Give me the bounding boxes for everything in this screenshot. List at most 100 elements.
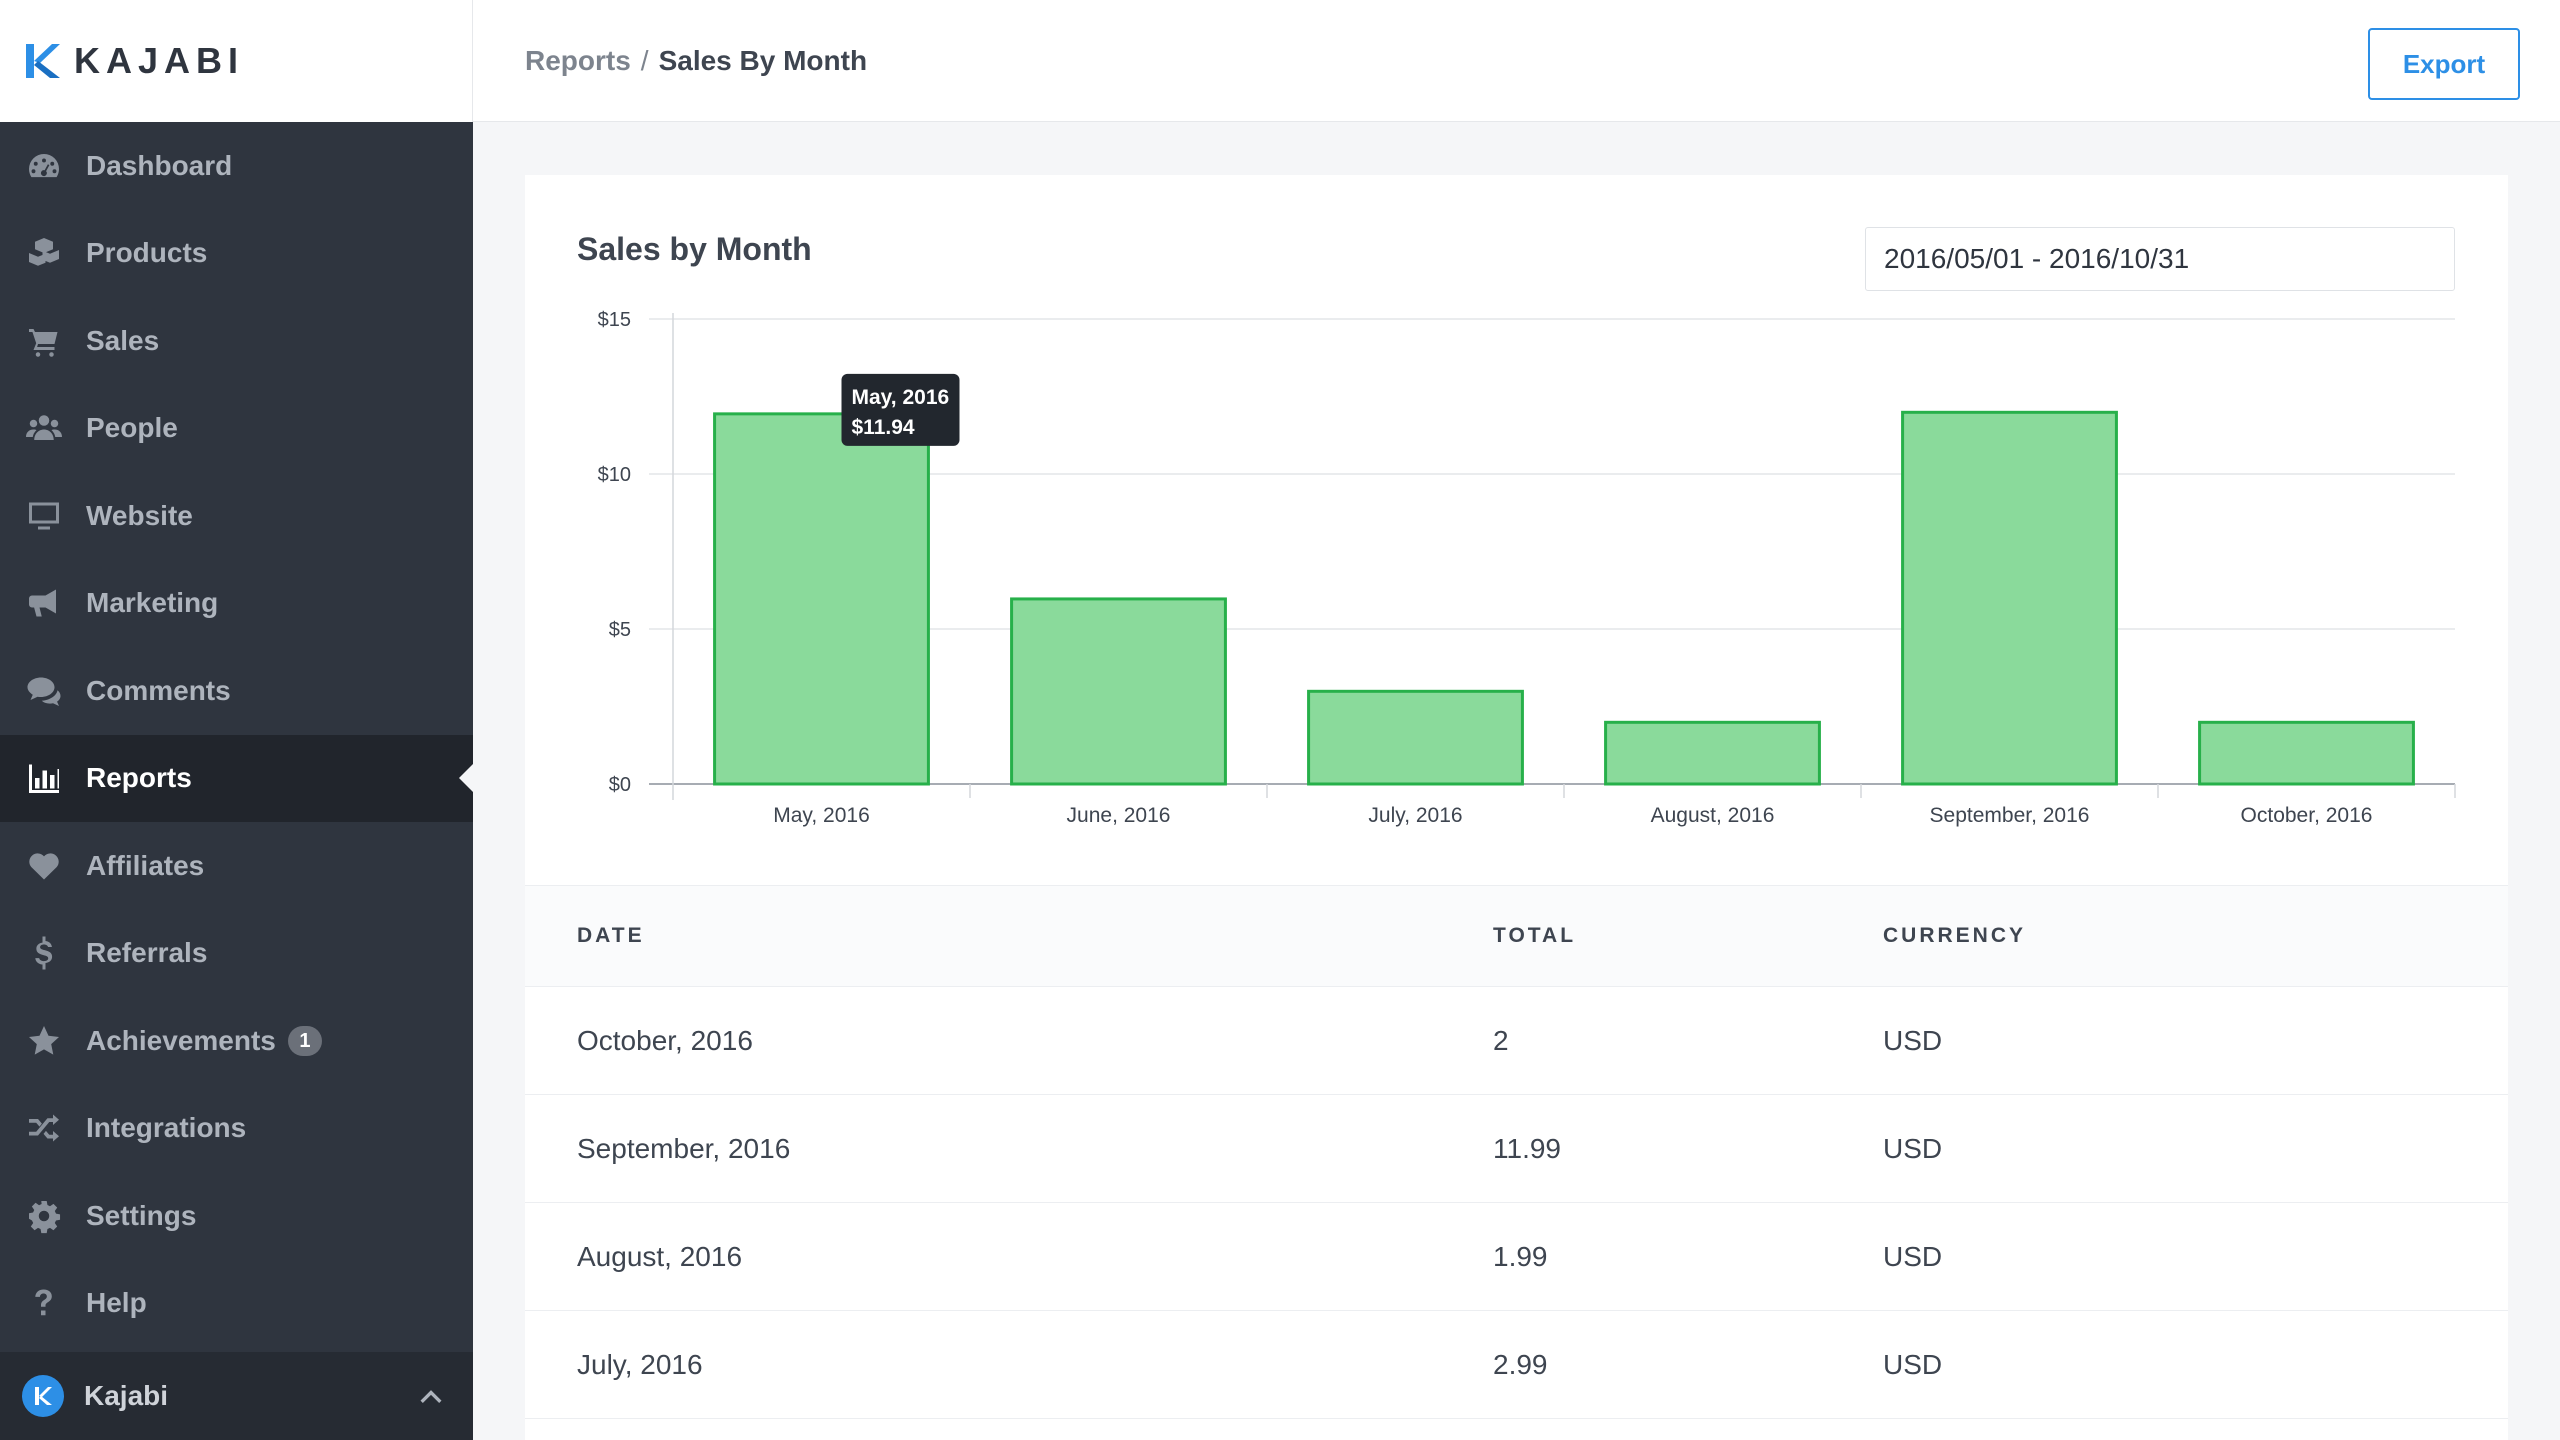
- gear-icon: [24, 1196, 64, 1236]
- chart-bar: [713, 412, 930, 786]
- people-icon: [24, 408, 64, 448]
- star-icon: [24, 1021, 64, 1061]
- sidebar-item-sales[interactable]: Sales: [0, 297, 473, 385]
- monitor-icon: [24, 496, 64, 536]
- logo[interactable]: KAJABI: [0, 0, 473, 122]
- y-tick-label: $10: [598, 464, 631, 486]
- sidebar-item-label: Products: [86, 237, 208, 269]
- sidebar-item-referrals[interactable]: Referrals: [0, 910, 473, 998]
- account-name: Kajabi: [84, 1380, 169, 1411]
- cell-currency: USD: [1883, 1348, 1943, 1380]
- dollar-icon: [24, 933, 64, 973]
- products-icon: [24, 233, 64, 273]
- sidebar-item-comments[interactable]: Comments: [0, 647, 473, 735]
- achievements-count-badge: 1: [287, 1025, 322, 1056]
- sidebar-item-achievements[interactable]: Achievements 1: [0, 997, 473, 1085]
- date-range-picker[interactable]: 2016/05/01 - 2016/10/31: [1865, 227, 2455, 291]
- export-button[interactable]: Export: [2368, 28, 2520, 100]
- column-header-currency[interactable]: CURRENCY: [1883, 924, 2027, 947]
- sidebar-item-label: Affiliates: [86, 849, 205, 881]
- sidebar: KAJABI Dashboard Products Sales People W…: [0, 0, 473, 1440]
- x-tick-label: June, 2016: [1067, 804, 1171, 827]
- y-tick-label: $0: [609, 774, 631, 796]
- chart-bar: [1307, 689, 1524, 786]
- sidebar-item-label: Reports: [86, 762, 192, 794]
- sidebar-item-label: Help: [86, 1287, 147, 1319]
- bar-chart-icon: [24, 758, 64, 798]
- sales-bar-chart: $0 $5 $10 $15 May, 2016 June, 2016 July, 2016 A…: [598, 309, 2456, 827]
- cell-date: July, 2016: [577, 1348, 703, 1380]
- cell-date: August, 2016: [577, 1240, 743, 1272]
- sidebar-item-label: Integrations: [86, 1112, 247, 1144]
- tooltip-title: May, 2016: [852, 386, 950, 409]
- heart-icon: [24, 846, 64, 886]
- cell-total: 2: [1493, 1024, 1509, 1056]
- cell-currency: USD: [1883, 1240, 1943, 1272]
- kajabi-avatar-icon: [22, 1375, 64, 1417]
- cell-currency: USD: [1883, 1024, 1943, 1056]
- chart-bar: [1901, 410, 2118, 786]
- sidebar-item-marketing[interactable]: Marketing: [0, 560, 473, 648]
- table-header: DATE TOTAL CURRENCY: [525, 885, 2508, 987]
- account-switcher[interactable]: Kajabi: [0, 1352, 473, 1440]
- sidebar-item-label: Marketing: [86, 587, 219, 619]
- sidebar-item-people[interactable]: People: [0, 385, 473, 473]
- top-header: Reports / Sales By Month Export: [473, 0, 2560, 122]
- x-tick-label: October, 2016: [2241, 804, 2373, 827]
- sidebar-item-label: People: [86, 412, 178, 444]
- cell-currency: USD: [1883, 1132, 1943, 1164]
- sidebar-item-products[interactable]: Products: [0, 210, 473, 298]
- sidebar-item-label: Achievements: [86, 1024, 276, 1056]
- kajabi-logo-icon: [26, 44, 60, 78]
- report-card: $0 $5 $10 $15 May, 2016 June, 2016 July, 2016 A…: [525, 175, 2508, 1440]
- cell-total: 1.99: [1493, 1240, 1548, 1272]
- sales-table: DATE TOTAL CURRENCY October, 2016 2 USD …: [525, 885, 2508, 1419]
- table-row: July, 2016 2.99 USD: [525, 1311, 2508, 1419]
- x-tick-label: September, 2016: [1930, 804, 2090, 827]
- page-title: Sales By Month: [658, 44, 868, 76]
- sidebar-item-label: Referrals: [86, 937, 208, 969]
- x-tick-label: August, 2016: [1651, 804, 1775, 827]
- tooltip-value: $11.94: [852, 416, 915, 439]
- table-row: September, 2016 11.99 USD: [525, 1095, 2508, 1203]
- sidebar-item-help[interactable]: Help: [0, 1260, 473, 1348]
- breadcrumb-separator: /: [640, 44, 649, 76]
- table-row: August, 2016 1.99 USD: [525, 1203, 2508, 1311]
- sidebar-item-reports[interactable]: Reports: [0, 734, 473, 822]
- logo-text: KAJABI: [74, 40, 245, 81]
- cell-date: October, 2016: [577, 1024, 753, 1056]
- column-header-total[interactable]: TOTAL: [1493, 924, 1577, 947]
- breadcrumb: Reports / Sales By Month: [525, 45, 867, 77]
- y-tick-label: $15: [598, 309, 631, 331]
- chart-title: Sales by Month: [577, 231, 812, 267]
- chart-bar: [2198, 720, 2415, 786]
- shuffle-icon: [24, 1108, 64, 1148]
- sidebar-item-label: Comments: [86, 674, 231, 706]
- sidebar-item-label: Sales: [86, 324, 160, 356]
- chevron-up-icon[interactable]: [417, 1382, 445, 1410]
- chart-tooltip: [841, 373, 960, 446]
- cell-date: September, 2016: [577, 1132, 791, 1164]
- sidebar-item-settings[interactable]: Settings: [0, 1172, 473, 1260]
- breadcrumb-reports-link[interactable]: Reports: [525, 44, 631, 76]
- cell-total: 2.99: [1493, 1348, 1548, 1380]
- comments-icon: [24, 671, 64, 711]
- sidebar-item-dashboard[interactable]: Dashboard: [0, 122, 473, 210]
- x-tick-label: July, 2016: [1368, 804, 1462, 827]
- sidebar-item-label: Dashboard: [86, 149, 233, 181]
- sidebar-item-integrations[interactable]: Integrations: [0, 1085, 473, 1173]
- chart-bar: [1010, 597, 1227, 786]
- megaphone-icon: [24, 583, 64, 623]
- column-header-date[interactable]: DATE: [577, 924, 645, 947]
- chart-bar: [1604, 720, 1821, 786]
- sidebar-nav: Dashboard Products Sales People Website …: [0, 122, 473, 1347]
- table-row: October, 2016 2 USD: [525, 987, 2508, 1095]
- cart-icon: [24, 321, 64, 361]
- sidebar-item-label: Website: [86, 499, 193, 531]
- sidebar-item-website[interactable]: Website: [0, 472, 473, 560]
- y-tick-label: $5: [609, 619, 631, 641]
- sidebar-item-label: Settings: [86, 1199, 197, 1231]
- question-icon: [24, 1283, 64, 1323]
- sidebar-item-affiliates[interactable]: Affiliates: [0, 822, 473, 910]
- dashboard-icon: [24, 146, 64, 186]
